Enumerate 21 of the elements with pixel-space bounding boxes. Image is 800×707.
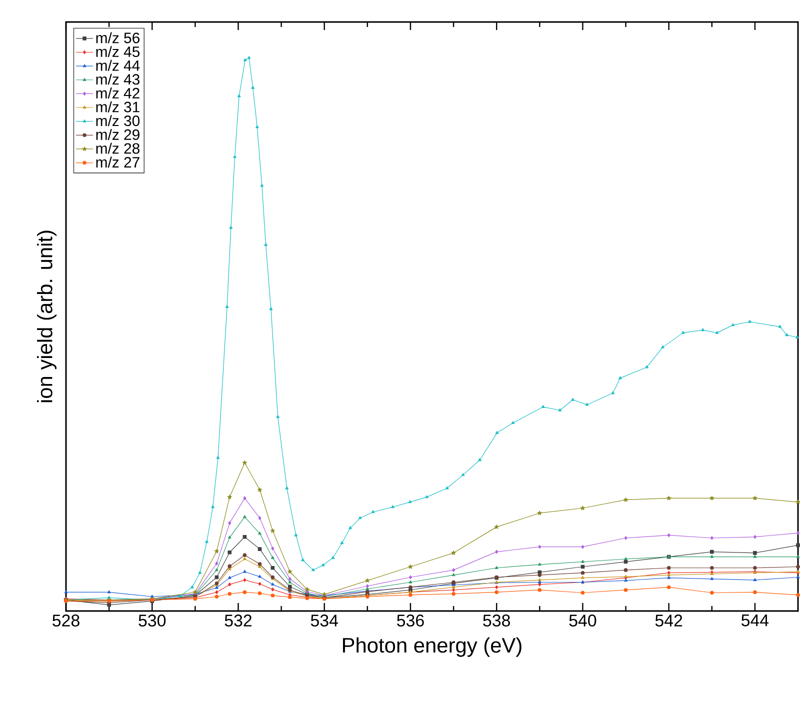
x-tick-label: 530: [138, 614, 166, 627]
legend-label: m/z 45: [96, 46, 140, 58]
legend-label: m/z 44: [96, 60, 140, 71]
legend-label: m/z 43: [96, 74, 140, 85]
x-tick-label: 540: [569, 614, 596, 627]
legend-label: m/z 28: [96, 142, 140, 154]
y-axis-title: ion yield (arb. unit): [37, 230, 57, 402]
legend-label: m/z 27: [96, 156, 140, 168]
x-tick-label: 544: [741, 614, 769, 626]
legend-label: m/z 29: [96, 128, 140, 140]
x-tick-label: 534: [310, 614, 338, 627]
legend-label: m/z 30: [96, 115, 140, 126]
x-axis-title: Photon energy (eV): [343, 637, 522, 657]
x-tick-label: 538: [483, 614, 510, 627]
x-tick-label: 536: [397, 614, 424, 627]
legend-label: m/z 42: [96, 88, 140, 99]
x-tick-label: 528: [52, 614, 80, 627]
legend-label: m/z 31: [96, 101, 140, 112]
x-tick-label: 532: [224, 614, 252, 627]
x-tick-label: 542: [655, 614, 682, 627]
legend-label: m/z 56: [96, 32, 140, 44]
